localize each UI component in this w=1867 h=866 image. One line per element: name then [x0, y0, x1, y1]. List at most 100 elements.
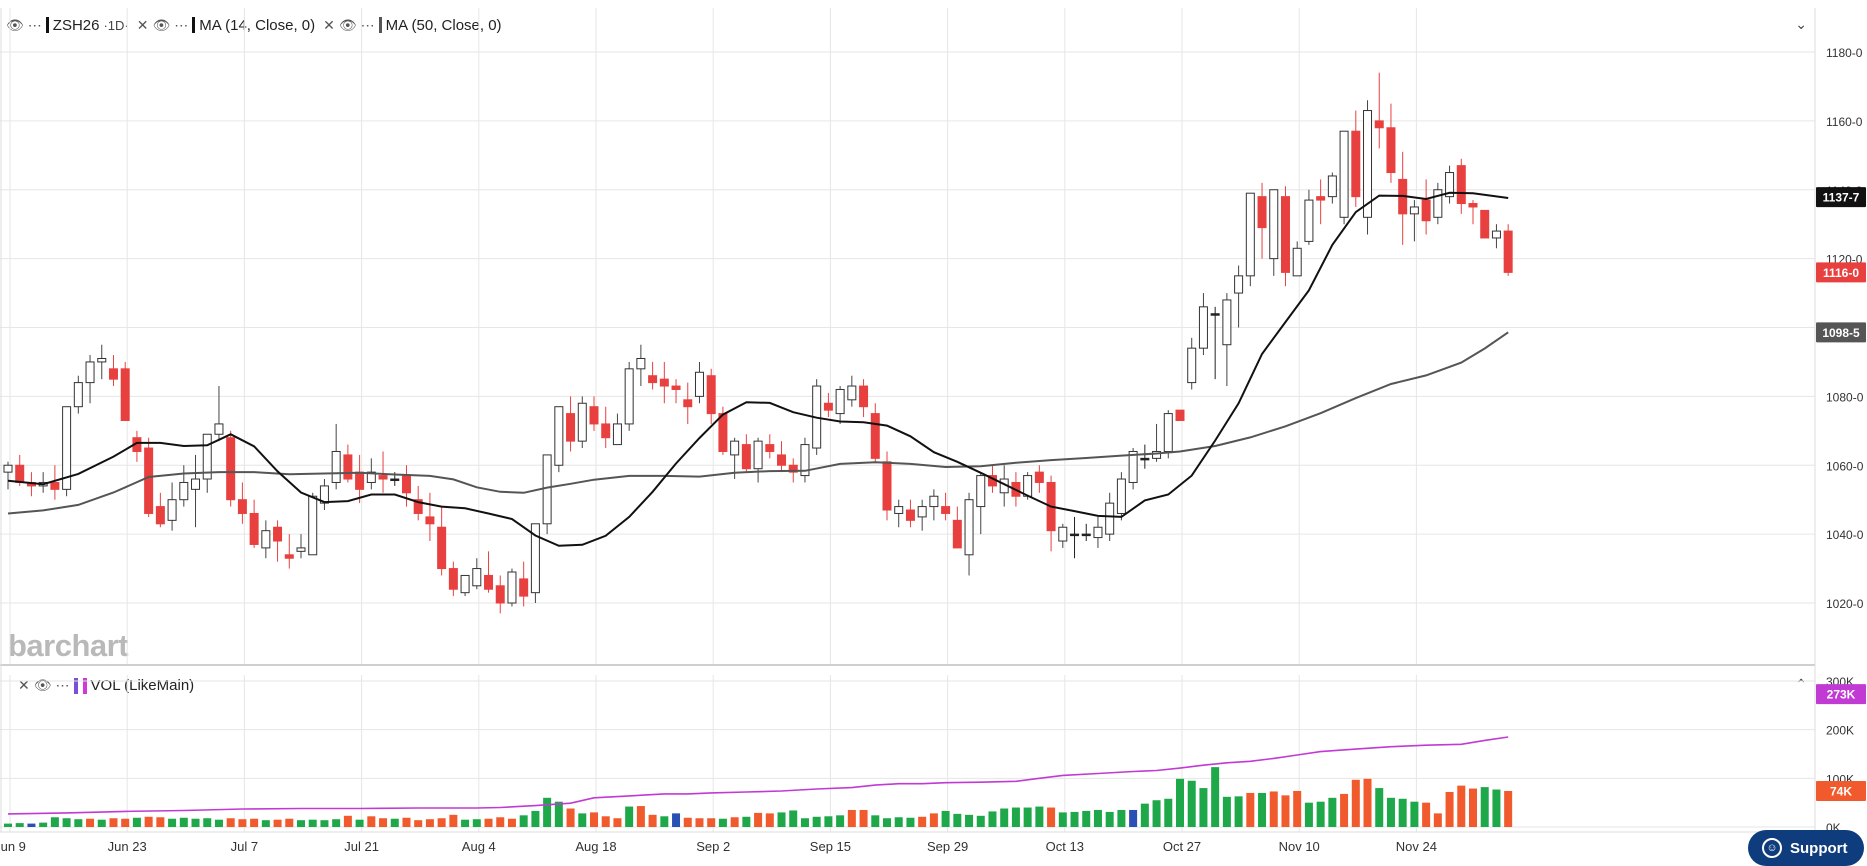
volume-bar [1480, 787, 1489, 827]
candle-body [1116, 478, 1126, 514]
candle-body [624, 368, 634, 425]
candle-body [706, 375, 716, 415]
price-badge-1-text: 1116-0 [1823, 266, 1859, 280]
date-tick-label: Jul 21 [344, 839, 379, 854]
more-icon[interactable]: ⋯ [360, 16, 375, 33]
date-tick-label: Sep 2 [696, 839, 730, 854]
date-tick-label: Jun 23 [108, 839, 147, 854]
candle-body [659, 378, 669, 387]
support-button[interactable]: ☺ Support [1748, 830, 1864, 866]
volume-bar [1375, 788, 1384, 827]
candle-body [1491, 230, 1501, 239]
moving-average-lines [7, 191, 1509, 547]
volume-bar [648, 814, 657, 827]
vol-swatch-2 [82, 677, 87, 694]
price-tick-label: 1020-0 [1826, 597, 1864, 611]
eye-icon[interactable]: 👁︎ [152, 16, 171, 33]
volume-bar [1293, 790, 1302, 827]
candle-body [296, 547, 306, 552]
volume-bar [707, 818, 716, 827]
price-tick-label: 1080-0 [1826, 390, 1864, 404]
close-icon[interactable]: ✕ [323, 16, 335, 33]
candle-body [1152, 450, 1162, 459]
candle-body [343, 454, 353, 480]
volume-ma-line [7, 736, 1509, 815]
volume-bar [4, 823, 12, 827]
candle-body [1245, 192, 1255, 277]
volume-bar [1117, 809, 1126, 827]
candle-body [1292, 247, 1302, 277]
candle-body [1128, 450, 1138, 483]
candle-body [976, 475, 986, 508]
date-tick-label: Aug 18 [575, 839, 616, 854]
eye-icon[interactable]: 👁︎ [338, 16, 357, 33]
candle-body [214, 423, 224, 435]
date-tick-label: Oct 27 [1163, 839, 1201, 854]
volume-bar [1504, 790, 1513, 827]
volume-bar [1234, 796, 1243, 827]
candle-body [202, 433, 212, 480]
price-labels: 1137-7 1116-0 1098-5 273K 74K [1816, 187, 1866, 801]
candle-body [437, 526, 447, 570]
date-tick-label: Jun 9 [0, 839, 26, 854]
candle-body [542, 454, 552, 525]
candle-body [1409, 206, 1419, 215]
volume-bar [883, 818, 891, 827]
ma50-swatch [378, 17, 382, 33]
volume-bar [1363, 778, 1372, 827]
candle-body [167, 499, 177, 521]
candle-body [401, 475, 411, 494]
volume-bar [625, 806, 634, 827]
collapse-caret-icon[interactable]: ⌄ [1795, 16, 1807, 32]
candle-body [847, 385, 857, 401]
volume-bar [730, 817, 739, 827]
close-icon[interactable]: ✕ [136, 16, 149, 33]
candle-body [319, 485, 329, 504]
candle-body [577, 402, 587, 442]
ma50-line [7, 331, 1509, 515]
candle-body [448, 568, 458, 590]
volume-bar [695, 818, 704, 827]
close-icon[interactable]: ✕ [18, 677, 30, 693]
support-label: Support [1790, 839, 1848, 857]
candle-body [495, 585, 505, 604]
volume-bar [261, 820, 270, 827]
candle-body [589, 406, 599, 425]
legend-ma14[interactable]: ✕ 👁︎ ⋯ MA (14, Close, 0) [137, 17, 315, 34]
more-icon[interactable]: ⋯ [174, 16, 189, 33]
candle-body [472, 568, 482, 587]
candle-body [1456, 165, 1466, 205]
candle-body [554, 406, 564, 466]
candle-body [800, 444, 810, 477]
candle-body [378, 475, 388, 480]
volume-bar [1129, 809, 1138, 827]
candle-body [331, 450, 341, 483]
volume-bar [1140, 803, 1149, 827]
candle-body [870, 413, 880, 459]
candle-body [859, 385, 869, 408]
volume-bar [1469, 788, 1477, 827]
candle-body [1198, 306, 1208, 349]
candle-body [730, 440, 740, 456]
volume-bar [39, 822, 48, 827]
candle-body [1269, 189, 1279, 260]
volume-bar [1246, 792, 1255, 827]
volume-bar [718, 818, 727, 827]
candle-body [1163, 413, 1173, 452]
candle-body [1093, 526, 1103, 539]
legend-ma50[interactable]: ✕ 👁︎ ⋯ MA (50, Close, 0) [323, 17, 501, 34]
more-icon[interactable]: ⋯ [27, 16, 42, 33]
candle-body [941, 506, 951, 514]
symbol-swatch [45, 17, 49, 33]
volume-bar [859, 809, 868, 827]
volume-bar [871, 815, 880, 827]
candle-body [917, 506, 927, 518]
candlestick-series [3, 72, 1513, 614]
volume-bar [156, 817, 165, 827]
collapse-caret-icon[interactable]: ⌃ [1795, 676, 1807, 692]
volume-bar [1492, 789, 1501, 827]
candle-body [50, 481, 60, 490]
candle-body [753, 440, 763, 470]
volume-bar [683, 817, 692, 827]
